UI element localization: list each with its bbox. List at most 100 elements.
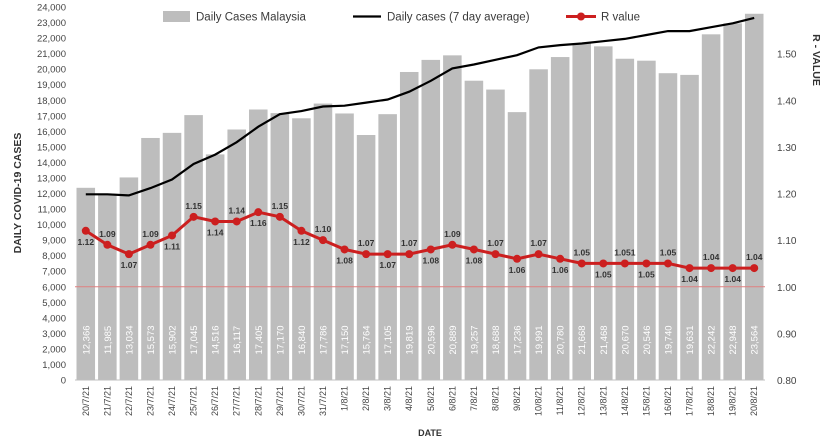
bar <box>658 73 678 381</box>
bar <box>184 115 203 381</box>
x-tick-label: 31/7/21 <box>318 386 328 416</box>
r-value-layer: 1.12 1.09 1.07 1.09 1.11 1.15 1.14 1.14 1.16 1.15… <box>78 201 763 284</box>
bar <box>507 112 527 380</box>
y2-tick-label: 1.30 <box>777 143 797 154</box>
r-value-point <box>663 259 672 268</box>
r-value-label: 1.07 <box>530 238 547 248</box>
bar-value-label: 17,170 <box>275 325 286 354</box>
r-value-point <box>642 259 651 268</box>
r-value-point <box>362 250 371 259</box>
y2-tick-label: 1.20 <box>777 190 797 201</box>
r-value-label: 1.08 <box>466 255 483 265</box>
r-value-point <box>189 212 198 221</box>
bar-value-label: 22,242 <box>707 325 718 354</box>
bar <box>292 118 311 381</box>
y2-tick-label: 0.90 <box>777 329 797 340</box>
bar-value-label: 12,366 <box>81 325 92 354</box>
x-tick-label: 27/7/21 <box>232 386 242 416</box>
x-tick-label: 20/7/21 <box>81 386 91 416</box>
bar-value-label: 11,985 <box>103 326 114 354</box>
x-tick-label: 30/7/21 <box>296 386 306 416</box>
x-tick-label: 5/8/21 <box>426 386 436 411</box>
y2-tick-label: 1.00 <box>777 283 797 294</box>
bar-value-label: 14,516 <box>211 325 222 354</box>
y-tick-label: 1,000 <box>42 360 66 371</box>
x-tick-label: 25/7/21 <box>189 386 199 416</box>
bar-value-label: 15,902 <box>168 325 179 354</box>
bar-value-label: 21,468 <box>599 325 610 354</box>
r-value-label: 1.05 <box>660 247 677 257</box>
r-value-label: 1.05 <box>595 269 612 279</box>
r-value-point <box>707 264 716 273</box>
bar-value-label: 17,786 <box>319 325 330 354</box>
bar <box>680 74 699 380</box>
r-value-label: 1.07 <box>358 238 375 248</box>
bar-value-label: 17,236 <box>513 325 524 354</box>
bar-value-label: 16,840 <box>297 325 308 354</box>
r-value-point <box>491 250 500 259</box>
x-tick-label: 9/8/21 <box>512 386 522 411</box>
bar-value-label: 20,889 <box>448 325 459 354</box>
bar-value-label: 19,740 <box>664 325 675 354</box>
y2-tick-label: 1.50 <box>777 50 797 61</box>
x-tick-label: 17/8/21 <box>685 386 695 416</box>
y-tick-label: 17,000 <box>37 111 66 122</box>
r-value-point <box>318 236 327 245</box>
r-value-point <box>620 259 629 268</box>
r-value-label: 1.07 <box>121 260 138 270</box>
bar-value-label: 17,045 <box>189 325 200 354</box>
bar <box>464 80 484 381</box>
legend-label-r: R value <box>601 12 640 24</box>
bar-value-label: 20,780 <box>556 325 567 354</box>
bar <box>744 13 764 381</box>
bar <box>119 177 139 380</box>
y2-tick-label: 1.10 <box>777 236 797 247</box>
r-value-point <box>297 226 306 235</box>
bar <box>162 132 182 380</box>
r-value-point <box>577 259 586 268</box>
bar-value-label: 15,764 <box>362 325 373 354</box>
r-value-label: 1.10 <box>315 224 332 234</box>
y-tick-label: 23,000 <box>37 18 66 29</box>
bar <box>421 59 441 380</box>
y-tick-label: 10,000 <box>37 220 66 231</box>
bar <box>227 129 246 380</box>
y-tick-label: 13,000 <box>37 173 66 184</box>
y-tick-label: 3,000 <box>42 329 66 340</box>
x-tick-label: 7/8/21 <box>469 386 479 411</box>
r-value-label: 1.04 <box>724 274 741 284</box>
r-value-point <box>103 240 112 249</box>
y-tick-label: 2,000 <box>42 344 66 355</box>
y2-tick-label: 0.80 <box>777 376 797 387</box>
legend-swatch-bars <box>163 11 190 22</box>
r-value-label: 1.04 <box>746 252 763 262</box>
r-value-label: 1.05 <box>573 247 590 257</box>
bar <box>723 23 742 381</box>
r-value-label: 1.04 <box>703 252 720 262</box>
x-tick-label: 4/8/21 <box>404 386 414 411</box>
bar <box>572 43 591 381</box>
bar <box>701 34 721 380</box>
r-value-label: 1.09 <box>142 229 159 239</box>
bar <box>76 187 96 380</box>
r-value-label: 1.15 <box>272 201 289 211</box>
bar-value-label: 21,668 <box>577 325 588 354</box>
y-tick-label: 15,000 <box>37 142 66 153</box>
x-tick-label: 14/8/21 <box>620 386 630 416</box>
x-tick-label: 24/7/21 <box>167 386 177 416</box>
r-value-label: 1.051 <box>614 247 636 257</box>
bar-value-label: 20,670 <box>620 325 631 354</box>
r-value-point <box>448 240 457 249</box>
r-value-label: 1.14 <box>207 227 224 237</box>
r-value-label: 1.07 <box>379 260 396 270</box>
r-value-point <box>405 250 414 259</box>
bar <box>399 71 419 380</box>
r-value-point <box>556 254 565 263</box>
x-tick-label: 23/7/21 <box>146 386 156 416</box>
r-value-point <box>426 245 435 254</box>
x-tick-label: 15/8/21 <box>641 386 651 416</box>
y-tick-label: 11,000 <box>38 205 66 216</box>
x-tick-label: 10/8/21 <box>534 386 544 416</box>
r-value-label: 1.06 <box>552 265 569 275</box>
